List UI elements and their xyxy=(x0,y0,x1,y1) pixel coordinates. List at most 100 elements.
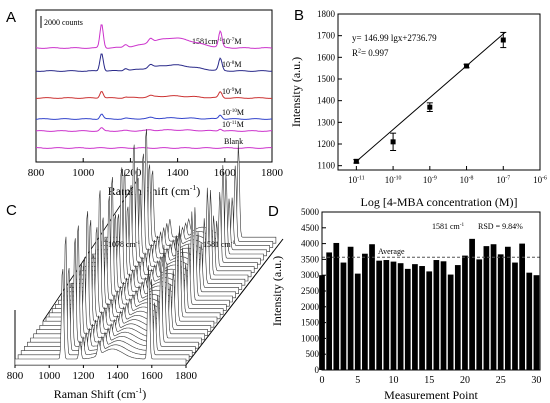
panel-letter-b: B xyxy=(294,7,304,24)
panel-b-x-tick-label-3: 10-8 xyxy=(460,175,474,185)
panel-d-y-tick-label-10: 5000 xyxy=(301,207,320,217)
panel-d-bar-chart: Average 0 500 1000 1500 2000 2500 3000 3500 4000 4… xyxy=(270,207,541,402)
panel-d-average-label: Average xyxy=(378,247,405,256)
panel-d-bar-9 xyxy=(383,260,390,370)
panel-a-frame xyxy=(35,9,273,163)
panel-b-x-tick-label-0: 10-11 xyxy=(348,175,365,185)
panel-b-point-4 xyxy=(500,37,506,43)
panel-a-series-label-3: 10-10M xyxy=(222,108,244,117)
panel-d-x-tick-label-0: 0 xyxy=(320,375,325,386)
panel-a-spectrum-3 xyxy=(35,113,273,120)
panel-a-x-tick-label-2: 1200 xyxy=(119,167,142,179)
panel-c-spectrum-2 xyxy=(20,267,193,357)
panel-c-waterfall-spectra: 800 1000 1200 1400 1600 1800 Raman Shift (cm-1… xyxy=(7,128,284,401)
panel-d-bar-26 xyxy=(504,246,511,370)
panel-c-x-tick-label-4: 1600 xyxy=(141,370,164,382)
panel-c-x-tick-label-0: 800 xyxy=(7,370,24,382)
panel-b-x-tick-label-2: 10-9 xyxy=(423,175,437,185)
panel-c-x-tick-label-5: 1800 xyxy=(175,370,198,382)
panel-b-equation: y= 146.99 lgx+2736.79 xyxy=(352,33,437,43)
panel-b-point-1 xyxy=(390,139,396,145)
panel-d-y-tick-label-6: 3000 xyxy=(301,270,320,280)
panel-d-bar-30 xyxy=(533,275,540,370)
panel-d-bar-18 xyxy=(447,274,454,370)
panel-b-y-tick-label-4: 1500 xyxy=(317,74,336,84)
panel-b-y-tick-label-5: 1600 xyxy=(317,52,336,62)
panel-b-y-tick-label-0: 1100 xyxy=(317,161,335,171)
panel-d-bar-28 xyxy=(519,243,525,370)
panel-b-point-2 xyxy=(427,104,433,110)
panel-a-spectrum-5 xyxy=(36,147,273,149)
panel-d-bar-1 xyxy=(326,252,333,370)
panel-d-y-tick-label-5: 2500 xyxy=(301,286,320,296)
panel-letter-d: D xyxy=(268,203,279,220)
panel-a-series-label-0: 10-7M xyxy=(222,37,241,46)
panel-d-y-tick-label-3: 1500 xyxy=(301,318,320,328)
panel-b-y-tick-label-1: 1200 xyxy=(317,139,336,149)
panel-d-bar-7 xyxy=(369,244,375,370)
panel-d-bar-11 xyxy=(397,263,404,370)
panel-d-bar-10 xyxy=(390,261,397,370)
panel-a-spectrum-2 xyxy=(36,91,273,99)
panel-d-bar-12 xyxy=(404,268,411,370)
panel-b-point-0 xyxy=(353,158,359,164)
panel-a-x-tick-label-1: 1000 xyxy=(72,167,95,179)
panel-d-bar-17 xyxy=(440,261,447,370)
panel-c-spectrum-0 xyxy=(14,265,187,366)
panel-b-y-tick-label-6: 1700 xyxy=(317,31,336,41)
panel-b-y-tick-label-2: 1300 xyxy=(317,117,336,127)
panel-d-bar-15 xyxy=(426,271,433,370)
panel-d-bar-22 xyxy=(476,259,483,370)
panel-a-series-label-1: 10-8M xyxy=(222,60,241,69)
panel-d-bar-27 xyxy=(512,262,518,370)
panel-d-bar-25 xyxy=(497,254,504,370)
panel-d-x-tick-label-6: 30 xyxy=(531,375,541,386)
panel-d-bar-24 xyxy=(490,244,497,370)
panel-a-scale-bar-label: 2000 counts xyxy=(44,18,83,27)
panel-d-bar-29 xyxy=(526,272,533,370)
panel-c-peak-label-0: 1078 cm-1 xyxy=(108,240,141,249)
panel-b-x-tick-label-5: 10-6 xyxy=(533,175,547,185)
panel-d-annotation-peak: 1581 cm-1 xyxy=(432,222,465,231)
panel-c-x-tick-label-2: 1200 xyxy=(72,370,95,382)
panel-d-y-tick-label-7: 3500 xyxy=(301,254,320,264)
panel-a-x-tick-label-0: 800 xyxy=(28,167,45,179)
panel-d-bar-13 xyxy=(412,264,418,370)
panel-b-y-tick-label-7: 1800 xyxy=(317,9,336,19)
panel-d-y-tick-label-8: 4000 xyxy=(301,239,320,249)
panel-c-spectrum-4 xyxy=(27,238,199,349)
panel-c-depth-axis xyxy=(185,238,284,366)
panel-d-bar-3 xyxy=(340,262,347,370)
panel-d-bar-16 xyxy=(433,260,440,370)
panel-c-x-tick-label-1: 1000 xyxy=(38,370,61,382)
panel-d-y-axis-label: Intensity (a.u.) xyxy=(270,256,284,326)
panel-c-x-tick-label-3: 1400 xyxy=(107,370,130,382)
panel-b-y-axis-label: Intensity (a.u.) xyxy=(289,57,303,127)
panel-d-x-tick-label-1: 5 xyxy=(355,375,360,386)
panel-d-x-tick-label-3: 15 xyxy=(424,375,434,386)
panel-d-y-tick-label-9: 4500 xyxy=(301,223,320,233)
panel-a-spectrum-4 xyxy=(35,127,273,132)
panel-d-y-tick-label-0: 0 xyxy=(315,365,320,375)
panel-d-bar-6 xyxy=(362,253,368,370)
panel-c-spectrum-3 xyxy=(23,282,196,353)
panel-d-bar-4 xyxy=(347,246,354,370)
panel-d-bar-21 xyxy=(469,238,475,370)
panel-d-bar-8 xyxy=(376,260,383,370)
panel-d-x-axis-label: Measurement Point xyxy=(384,388,478,402)
panel-a-series-label-4: 10-11M xyxy=(222,120,244,129)
panel-d-x-tick-label-2: 10 xyxy=(388,375,398,386)
panel-d-bar-2 xyxy=(333,242,340,370)
panel-letter-a: A xyxy=(6,9,16,26)
panel-a-series-label-5: Blank xyxy=(224,137,243,146)
panel-d-annotation-rsd: RSD = 9.84% xyxy=(478,222,523,231)
panel-d-x-tick-label-4: 20 xyxy=(460,375,470,386)
panel-a-peak-label: 1581cm-1 xyxy=(192,37,223,46)
panel-b-y-tick-label-3: 1400 xyxy=(317,96,336,106)
panel-c-peak-label-1: 1581 cm-1 xyxy=(203,240,236,249)
panel-a-x-tick-label-4: 1600 xyxy=(214,167,237,179)
panel-d-bar-5 xyxy=(354,273,361,370)
panel-b-x-axis-label: Log [4-MBA concentration (M)] xyxy=(361,195,518,209)
